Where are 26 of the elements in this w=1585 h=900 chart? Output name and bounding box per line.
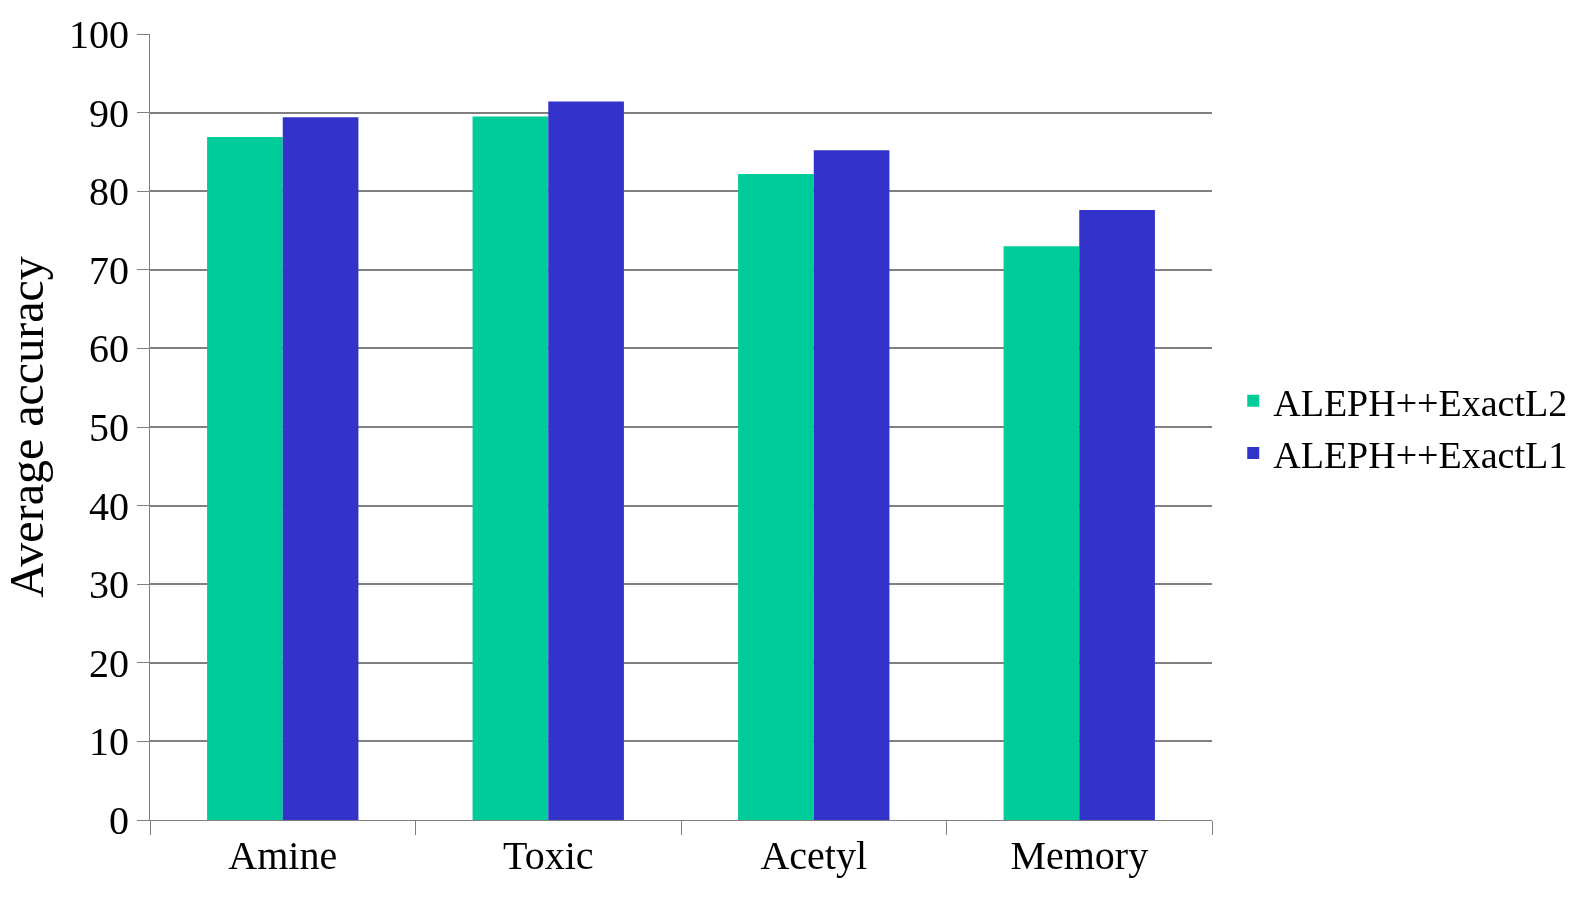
y-axis-title: Average accuracy [0, 256, 53, 598]
y-tick-label: 100 [69, 12, 129, 57]
bar [207, 136, 283, 820]
y-tick-label: 10 [89, 719, 129, 765]
y-tick-label: 50 [89, 405, 129, 450]
y-tick-label: 0 [109, 798, 129, 843]
y-tick-label: 90 [89, 90, 129, 136]
bar [1079, 210, 1155, 820]
x-tick-label: Amine [228, 833, 338, 878]
legend-label: ALEPH++ExactL2 [1273, 381, 1568, 424]
bar [738, 173, 814, 820]
x-tick-label: Acetyl [760, 833, 868, 878]
bar [472, 116, 549, 820]
y-tick-label: 20 [89, 640, 129, 686]
y-tick-label: 70 [89, 247, 129, 293]
legend-label: ALEPH++ExactL1 [1273, 433, 1568, 476]
bar [548, 101, 624, 820]
bar [813, 150, 890, 820]
y-tick-label: 30 [89, 562, 129, 608]
bar [282, 117, 359, 820]
x-tick-label: Toxic [502, 833, 594, 878]
y-tick-label: 40 [89, 483, 129, 529]
y-tick-label: 80 [89, 169, 129, 215]
bar [1003, 246, 1080, 820]
x-tick-label: Memory [1010, 833, 1149, 878]
y-tick-label: 60 [89, 326, 129, 372]
